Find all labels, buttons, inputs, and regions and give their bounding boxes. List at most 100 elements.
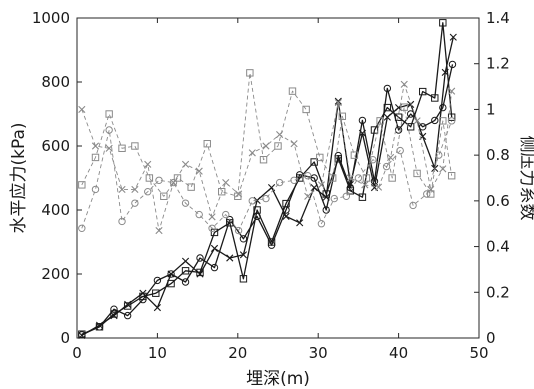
marker-x-stroke [118, 185, 126, 194]
data-point [131, 199, 139, 207]
marker-x-stroke [139, 289, 147, 297]
data-point [118, 217, 126, 226]
data-point [234, 226, 243, 235]
data-point [181, 160, 190, 168]
marker-x-stroke [407, 100, 415, 108]
data-point [118, 185, 126, 194]
data-point [222, 178, 230, 187]
series-group [78, 19, 457, 340]
data-point [78, 224, 86, 232]
series-1 [78, 33, 457, 340]
data-point [181, 267, 190, 275]
marker-x-stroke [441, 68, 449, 76]
data-point [91, 153, 100, 162]
data-point [144, 188, 152, 196]
data-point [338, 112, 347, 120]
tick-labels-group: 0 10 20 30 40 500200400600800100000.20.40.60.… [32, 9, 510, 362]
data-point [376, 117, 384, 125]
data-point [362, 174, 371, 182]
data-point [358, 116, 367, 125]
data-point [317, 220, 326, 228]
data-point [153, 276, 162, 285]
data-point [448, 60, 457, 69]
data-point [407, 100, 415, 108]
marker-x-stroke [248, 149, 256, 157]
marker-x-stroke [296, 219, 304, 227]
data-point [296, 219, 304, 227]
data-point [400, 103, 408, 111]
marker-x-stroke [276, 130, 284, 139]
data-point [288, 87, 297, 95]
data-point [196, 270, 204, 278]
data-point [370, 126, 379, 134]
series-0 [78, 19, 456, 338]
x-tick-label: 10 [148, 344, 167, 362]
series-2 [78, 60, 457, 339]
data-point [267, 241, 276, 249]
data-point [153, 304, 161, 312]
marker-x-stroke [226, 254, 234, 262]
data-point [423, 190, 431, 198]
data-point [167, 270, 175, 278]
y-right-axis-title: 侧压力系数 [517, 136, 534, 221]
data-point [226, 215, 234, 224]
data-point [302, 105, 310, 114]
series-line [81, 72, 453, 197]
data-point [259, 156, 268, 164]
data-point [439, 165, 447, 173]
y-right-tick-label: 0.8 [486, 146, 510, 164]
data-point [406, 123, 415, 131]
data-point [246, 69, 254, 77]
marker-x-stroke [413, 117, 421, 125]
data-point [181, 257, 190, 265]
series-line [81, 120, 453, 232]
marker-x-stroke [386, 153, 395, 162]
marker-x-stroke [196, 270, 204, 278]
data-point [195, 210, 203, 219]
data-point [78, 105, 86, 114]
data-point [441, 68, 449, 76]
data-point [222, 210, 230, 219]
y-right-tick-label: 1.2 [486, 55, 510, 73]
data-point [304, 172, 312, 180]
data-point [369, 156, 377, 164]
marker-x-stroke [91, 142, 100, 150]
marker-x-stroke [322, 193, 330, 201]
y-left-tick-label: 400 [41, 201, 70, 219]
y-right-tick-label: 1 [486, 100, 496, 118]
data-point [346, 174, 354, 182]
x-tick-label: 20 [228, 344, 247, 362]
marker-x-stroke [155, 226, 163, 235]
marker-x-stroke [448, 87, 456, 95]
data-point [123, 302, 132, 310]
data-point [370, 177, 379, 185]
data-point [139, 289, 147, 297]
marker-x-stroke [400, 80, 408, 88]
data-point [239, 251, 248, 259]
marker-x-stroke [439, 165, 447, 173]
data-point [105, 144, 113, 152]
data-point [187, 183, 195, 191]
plot-frame [76, 17, 480, 339]
data-point [400, 80, 408, 88]
marker-x-stroke [262, 142, 270, 150]
data-point [435, 151, 443, 159]
y-left-tick-label: 600 [41, 137, 70, 155]
data-point [226, 254, 234, 262]
data-point [361, 181, 369, 189]
data-point [110, 305, 118, 313]
marker-x-stroke [195, 167, 203, 175]
data-point [160, 192, 168, 200]
data-point [276, 130, 284, 139]
data-point [413, 169, 421, 178]
data-point [334, 151, 342, 160]
marker-x-stroke [181, 160, 190, 168]
y-right-tick-label: 0 [486, 329, 496, 347]
data-point [248, 149, 256, 157]
data-point [396, 146, 404, 155]
marker-x-stroke [105, 144, 113, 152]
series-line [81, 22, 453, 335]
y-right-tick-label: 1.4 [486, 9, 510, 27]
y-right-tick-label: 0.6 [486, 192, 510, 210]
marker-x-stroke [334, 98, 342, 107]
